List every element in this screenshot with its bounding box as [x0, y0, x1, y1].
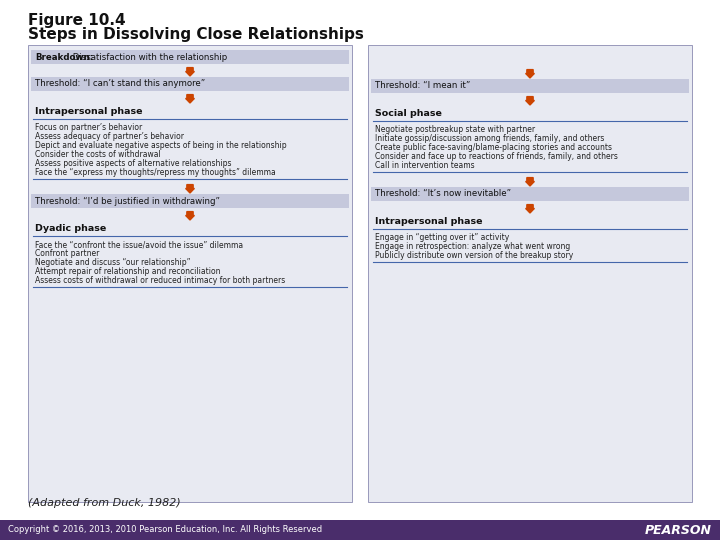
Bar — [31, 77, 349, 91]
Text: Threshold: “I’d be justified in withdrawing”: Threshold: “I’d be justified in withdraw… — [35, 197, 220, 206]
Polygon shape — [526, 205, 534, 213]
Text: Attempt repair of relationship and reconciliation: Attempt repair of relationship and recon… — [35, 267, 220, 276]
Polygon shape — [186, 94, 194, 103]
Text: Figure 10.4: Figure 10.4 — [28, 13, 125, 28]
Bar — [371, 187, 689, 201]
Text: Depict and evaluate negative aspects of being in the relationship: Depict and evaluate negative aspects of … — [35, 141, 287, 150]
Polygon shape — [186, 185, 194, 193]
Text: Dissatisfaction with the relationship: Dissatisfaction with the relationship — [70, 52, 227, 62]
Text: Initiate gossip/discussion among friends, family, and others: Initiate gossip/discussion among friends… — [375, 134, 604, 143]
Text: (Adapted from Duck, 1982): (Adapted from Duck, 1982) — [28, 498, 181, 508]
Bar — [31, 50, 349, 64]
Text: Threshold: “I can’t stand this anymore”: Threshold: “I can’t stand this anymore” — [35, 79, 205, 89]
Text: Threshold: “I mean it”: Threshold: “I mean it” — [375, 82, 470, 91]
Text: Dyadic phase: Dyadic phase — [35, 224, 107, 233]
Bar — [28, 45, 352, 502]
Bar — [0, 520, 720, 540]
Text: Assess adequacy of partner’s behavior: Assess adequacy of partner’s behavior — [35, 132, 184, 141]
Text: Intrapersonal phase: Intrapersonal phase — [35, 107, 143, 116]
Text: Publicly distribute own version of the breakup story: Publicly distribute own version of the b… — [375, 251, 573, 260]
Text: Intrapersonal phase: Intrapersonal phase — [375, 217, 482, 226]
Bar — [31, 194, 349, 208]
Text: Assess costs of withdrawal or reduced intimacy for both partners: Assess costs of withdrawal or reduced in… — [35, 276, 285, 285]
Text: Engage in retrospection: analyze what went wrong: Engage in retrospection: analyze what we… — [375, 242, 570, 251]
Text: Steps in Dissolving Close Relationships: Steps in Dissolving Close Relationships — [28, 27, 364, 42]
Text: Focus on partner’s behavior: Focus on partner’s behavior — [35, 123, 143, 132]
Text: Confront partner: Confront partner — [35, 249, 99, 258]
Text: PEARSON: PEARSON — [645, 523, 712, 537]
Polygon shape — [526, 97, 534, 105]
Text: Negotiate and discuss “our relationship”: Negotiate and discuss “our relationship” — [35, 258, 191, 267]
Text: Create public face-saving/blame-placing stories and accounts: Create public face-saving/blame-placing … — [375, 143, 612, 152]
Bar — [371, 79, 689, 93]
Text: Negotiate postbreakup state with partner: Negotiate postbreakup state with partner — [375, 125, 535, 134]
Text: Social phase: Social phase — [375, 109, 442, 118]
Text: Call in intervention teams: Call in intervention teams — [375, 161, 474, 170]
Text: Face the “confront the issue/avoid the issue” dilemma: Face the “confront the issue/avoid the i… — [35, 240, 243, 249]
Polygon shape — [526, 70, 534, 78]
Polygon shape — [186, 212, 194, 220]
Text: Assess positive aspects of alternative relationships: Assess positive aspects of alternative r… — [35, 159, 232, 168]
Bar — [368, 45, 692, 502]
Text: Face the “express my thoughts/repress my thoughts” dilemma: Face the “express my thoughts/repress my… — [35, 168, 276, 177]
Text: Consider and face up to reactions of friends, family, and others: Consider and face up to reactions of fri… — [375, 152, 618, 161]
Text: Breakdown:: Breakdown: — [35, 52, 93, 62]
Text: Copyright © 2016, 2013, 2010 Pearson Education, Inc. All Rights Reserved: Copyright © 2016, 2013, 2010 Pearson Edu… — [8, 525, 322, 535]
Text: Consider the costs of withdrawal: Consider the costs of withdrawal — [35, 150, 161, 159]
Polygon shape — [186, 68, 194, 76]
Text: Engage in “getting over it” activity: Engage in “getting over it” activity — [375, 233, 509, 242]
Text: Threshold: “It’s now inevitable”: Threshold: “It’s now inevitable” — [375, 190, 511, 199]
Polygon shape — [526, 178, 534, 186]
